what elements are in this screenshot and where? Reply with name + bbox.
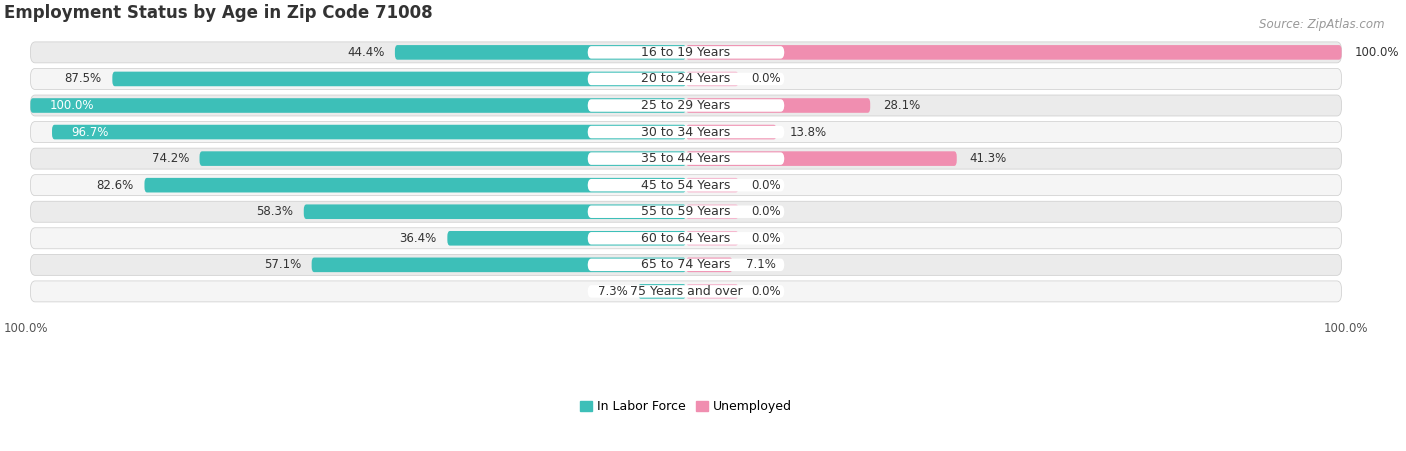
FancyBboxPatch shape [686,152,956,166]
FancyBboxPatch shape [31,95,1341,116]
Text: 25 to 29 Years: 25 to 29 Years [641,99,731,112]
Text: 65 to 74 Years: 65 to 74 Years [641,258,731,272]
Text: Employment Status by Age in Zip Code 71008: Employment Status by Age in Zip Code 710… [4,4,433,22]
Text: 100.0%: 100.0% [51,99,94,112]
Text: 45 to 54 Years: 45 to 54 Years [641,179,731,192]
FancyBboxPatch shape [686,98,870,113]
Text: 100.0%: 100.0% [1355,46,1399,59]
FancyBboxPatch shape [588,179,785,191]
Text: 100.0%: 100.0% [4,322,49,335]
Text: 30 to 34 Years: 30 to 34 Years [641,125,731,138]
FancyBboxPatch shape [588,126,785,138]
FancyBboxPatch shape [145,178,686,193]
FancyBboxPatch shape [304,204,686,219]
FancyBboxPatch shape [588,46,785,59]
Text: 16 to 19 Years: 16 to 19 Years [641,46,731,59]
FancyBboxPatch shape [31,42,1341,63]
Text: 36.4%: 36.4% [399,232,437,245]
Text: Source: ZipAtlas.com: Source: ZipAtlas.com [1260,18,1385,31]
FancyBboxPatch shape [31,228,1341,249]
Text: 87.5%: 87.5% [65,73,101,85]
Text: 0.0%: 0.0% [752,285,782,298]
Text: 20 to 24 Years: 20 to 24 Years [641,73,731,85]
FancyBboxPatch shape [31,69,1341,89]
FancyBboxPatch shape [588,206,785,218]
Text: 0.0%: 0.0% [752,73,782,85]
Text: 13.8%: 13.8% [790,125,827,138]
FancyBboxPatch shape [686,72,738,86]
Text: 100.0%: 100.0% [1323,322,1368,335]
FancyBboxPatch shape [200,152,686,166]
FancyBboxPatch shape [447,231,686,246]
Legend: In Labor Force, Unemployed: In Labor Force, Unemployed [579,400,793,413]
Text: 28.1%: 28.1% [883,99,921,112]
FancyBboxPatch shape [31,175,1341,196]
FancyBboxPatch shape [31,281,1341,302]
FancyBboxPatch shape [588,152,785,165]
FancyBboxPatch shape [31,148,1341,169]
Text: 82.6%: 82.6% [97,179,134,192]
FancyBboxPatch shape [312,258,686,272]
Text: 74.2%: 74.2% [152,152,188,165]
Text: 0.0%: 0.0% [752,179,782,192]
FancyBboxPatch shape [686,284,738,299]
FancyBboxPatch shape [52,125,686,139]
Text: 35 to 44 Years: 35 to 44 Years [641,152,731,165]
Text: 0.0%: 0.0% [752,205,782,218]
FancyBboxPatch shape [588,99,785,112]
Text: 41.3%: 41.3% [970,152,1007,165]
Text: 44.4%: 44.4% [347,46,384,59]
Text: 58.3%: 58.3% [256,205,294,218]
FancyBboxPatch shape [31,98,686,113]
Text: 75 Years and over: 75 Years and over [630,285,742,298]
FancyBboxPatch shape [686,231,738,246]
FancyBboxPatch shape [31,254,1341,275]
FancyBboxPatch shape [686,178,738,193]
Text: 7.3%: 7.3% [598,285,627,298]
FancyBboxPatch shape [112,72,686,86]
FancyBboxPatch shape [588,232,785,244]
FancyBboxPatch shape [686,125,776,139]
Text: 57.1%: 57.1% [264,258,301,272]
FancyBboxPatch shape [588,258,785,271]
FancyBboxPatch shape [31,201,1341,222]
FancyBboxPatch shape [686,45,1341,60]
FancyBboxPatch shape [588,73,785,85]
Text: 55 to 59 Years: 55 to 59 Years [641,205,731,218]
FancyBboxPatch shape [31,122,1341,143]
FancyBboxPatch shape [638,284,686,299]
FancyBboxPatch shape [395,45,686,60]
FancyBboxPatch shape [686,258,733,272]
Text: 60 to 64 Years: 60 to 64 Years [641,232,731,245]
Text: 0.0%: 0.0% [752,232,782,245]
FancyBboxPatch shape [686,204,738,219]
Text: 96.7%: 96.7% [72,125,110,138]
Text: 7.1%: 7.1% [745,258,776,272]
FancyBboxPatch shape [588,285,785,298]
